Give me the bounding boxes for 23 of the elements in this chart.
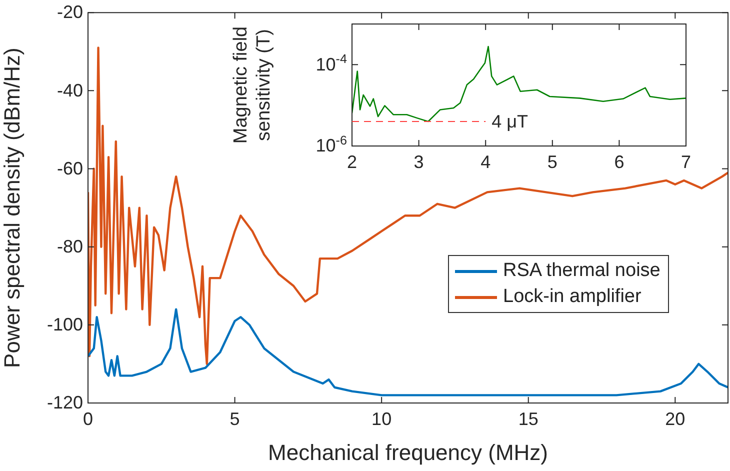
x-tick-label: 7	[680, 152, 692, 172]
x-tick-label: 4	[480, 152, 491, 172]
y-tick-label: -20	[56, 2, 83, 22]
x-tick-label: 10	[372, 408, 392, 429]
x-tick-label: 6	[614, 152, 624, 172]
y-tick-label: -40	[56, 80, 83, 100]
legend-label: Lock-in amplifier	[503, 286, 642, 308]
y-tick-label: -80	[56, 236, 83, 256]
y-axis-title: Power spectral density (dBm/Hz)	[0, 48, 24, 368]
y-tick-label: -100	[46, 314, 84, 335]
y-axis-title: Magnetic field sensitivity (T)	[230, 26, 274, 144]
y-tick-label: -60	[56, 158, 83, 178]
y-tick-label: -120	[46, 392, 84, 413]
x-tick-label: 0	[82, 408, 94, 429]
x-tick-label: 20	[665, 408, 686, 429]
x-tick-label: 5	[547, 152, 558, 172]
x-axis-title: Mechanical frequency (MHz)	[268, 440, 548, 465]
x-tick-label: 3	[414, 152, 424, 172]
x-tick-label: 15	[518, 408, 538, 429]
x-tick-label: 5	[230, 408, 240, 429]
x-tick-label: 2	[346, 152, 358, 172]
legend-label: RSA thermal noise	[503, 260, 660, 282]
ref-line-label: 4 μT	[492, 112, 528, 132]
